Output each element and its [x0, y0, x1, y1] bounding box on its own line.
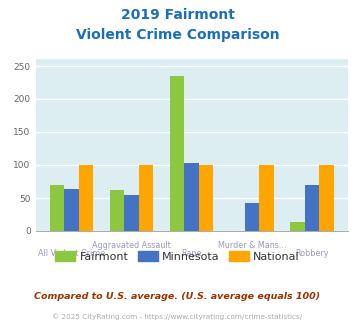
Bar	[199, 165, 213, 231]
Bar	[185, 163, 199, 231]
Text: Robbery: Robbery	[295, 249, 329, 258]
Text: Compared to U.S. average. (U.S. average equals 100): Compared to U.S. average. (U.S. average …	[34, 292, 321, 301]
Text: 2019 Fairmont: 2019 Fairmont	[121, 8, 234, 22]
Text: Violent Crime Comparison: Violent Crime Comparison	[76, 28, 279, 42]
Text: Aggravated Assault: Aggravated Assault	[92, 241, 171, 250]
Bar	[170, 76, 185, 231]
Text: Murder & Mans...: Murder & Mans...	[218, 241, 286, 250]
Bar	[124, 195, 139, 231]
Legend: Fairmont, Minnesota, National: Fairmont, Minnesota, National	[51, 247, 304, 267]
Bar	[139, 165, 153, 231]
Bar	[110, 190, 124, 231]
Text: Rape: Rape	[181, 249, 202, 258]
Bar	[259, 165, 274, 231]
Text: © 2025 CityRating.com - https://www.cityrating.com/crime-statistics/: © 2025 CityRating.com - https://www.city…	[53, 314, 302, 320]
Bar	[305, 185, 319, 231]
Text: All Violent Crime: All Violent Crime	[38, 249, 105, 258]
Bar	[245, 203, 259, 231]
Bar	[78, 165, 93, 231]
Bar	[319, 165, 334, 231]
Bar	[290, 222, 305, 231]
Bar	[64, 189, 78, 231]
Bar	[50, 185, 64, 231]
